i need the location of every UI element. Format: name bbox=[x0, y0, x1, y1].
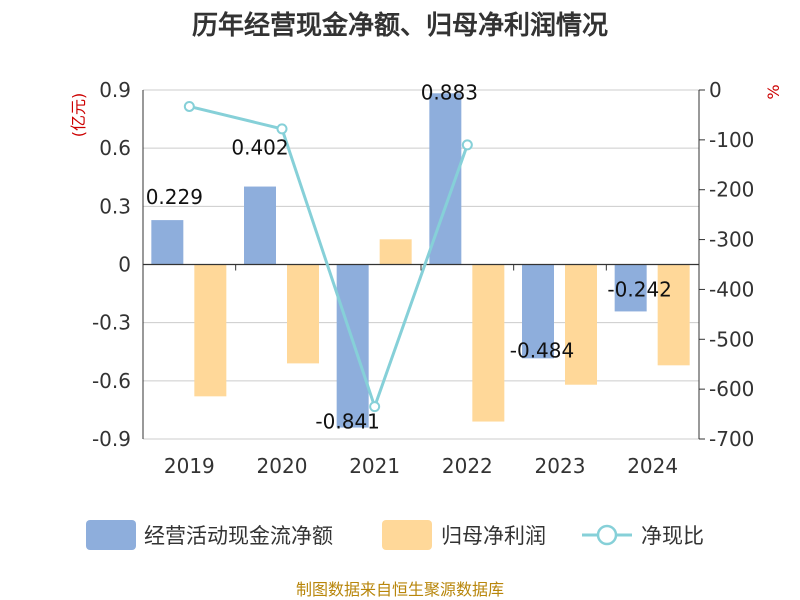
bar-operating-cashflow bbox=[151, 220, 184, 265]
x-tick-label: 2021 bbox=[349, 454, 400, 478]
x-tick-label: 2022 bbox=[442, 454, 493, 478]
data-labels: 0.229 0.402 -0.841 0.883 -0.484 -0.242 bbox=[146, 80, 672, 433]
legend-label-operating-cashflow: 经营活动现金流净额 bbox=[144, 524, 333, 548]
legend-label-net-profit: 归母净利润 bbox=[441, 524, 546, 548]
line-point bbox=[183, 100, 195, 112]
left-tick-label: -0.3 bbox=[92, 311, 131, 335]
legend-swatch-net-profit bbox=[382, 520, 432, 550]
left-tick-label: 0 bbox=[118, 253, 131, 277]
legend-marker-net-cash-ratio bbox=[596, 524, 618, 546]
bar-net-profit bbox=[657, 264, 690, 366]
bar-net-profit bbox=[194, 264, 227, 397]
right-axis-unit: % bbox=[764, 84, 783, 99]
left-axis-unit: (亿元) bbox=[69, 93, 88, 138]
bar-net-profit bbox=[472, 264, 505, 422]
x-axis: 2019 2020 2021 2022 2023 2024 bbox=[142, 263, 700, 478]
source-note: 制图数据来自恒生聚源数据库 bbox=[296, 580, 504, 599]
bar-operating-cashflow bbox=[614, 264, 647, 312]
data-label: 0.229 bbox=[146, 185, 203, 209]
right-tick-label: -300 bbox=[709, 228, 754, 252]
right-axis: 0 -100 -200 -300 -400 -500 -600 -700 bbox=[698, 78, 754, 451]
right-tick-label: -200 bbox=[709, 178, 754, 202]
line-series bbox=[183, 100, 473, 413]
bar-net-profit bbox=[379, 239, 412, 265]
left-tick-label: -0.9 bbox=[92, 427, 131, 451]
data-label: -0.242 bbox=[607, 277, 671, 301]
left-tick-label: 0.9 bbox=[99, 78, 131, 102]
line-point bbox=[276, 123, 288, 135]
left-tick-label: 0.6 bbox=[99, 136, 131, 160]
data-label: -0.484 bbox=[510, 338, 574, 362]
bar-net-profit bbox=[287, 264, 319, 364]
left-axis: 0.9 0.6 0.3 0 -0.3 -0.6 -0.9 bbox=[92, 78, 144, 451]
data-label: 0.883 bbox=[421, 80, 478, 104]
legend: 经营活动现金流净额 归母净利润 净现比 bbox=[86, 520, 704, 550]
data-label: -0.841 bbox=[315, 410, 379, 434]
right-tick-label: -100 bbox=[709, 128, 754, 152]
chart-title: 历年经营现金净额、归母净利润情况 bbox=[192, 10, 608, 41]
right-tick-label: -400 bbox=[709, 277, 754, 301]
x-tick-label: 2023 bbox=[535, 454, 586, 478]
line-net-cash-ratio bbox=[188, 104, 469, 412]
legend-swatch-operating-cashflow bbox=[86, 520, 136, 550]
legend-label-net-cash-ratio: 净现比 bbox=[641, 524, 704, 548]
left-tick-label: 0.3 bbox=[99, 194, 131, 218]
x-tick-label: 2019 bbox=[164, 454, 215, 478]
bar-operating-cashflow bbox=[244, 186, 276, 265]
bar-net-profit bbox=[565, 264, 597, 385]
x-tick-label: 2020 bbox=[257, 454, 308, 478]
right-tick-label: -500 bbox=[709, 327, 754, 351]
data-label: 0.402 bbox=[231, 136, 288, 160]
bar-operating-cashflow bbox=[336, 264, 369, 428]
bar-series bbox=[151, 93, 690, 428]
right-tick-label: -700 bbox=[709, 427, 754, 451]
bar-operating-cashflow bbox=[522, 264, 554, 359]
right-tick-label: 0 bbox=[709, 78, 722, 102]
line-point bbox=[461, 139, 473, 151]
right-tick-label: -600 bbox=[709, 377, 754, 401]
x-tick-label: 2024 bbox=[627, 454, 678, 478]
left-tick-label: -0.6 bbox=[92, 369, 131, 393]
line-point bbox=[369, 401, 381, 413]
